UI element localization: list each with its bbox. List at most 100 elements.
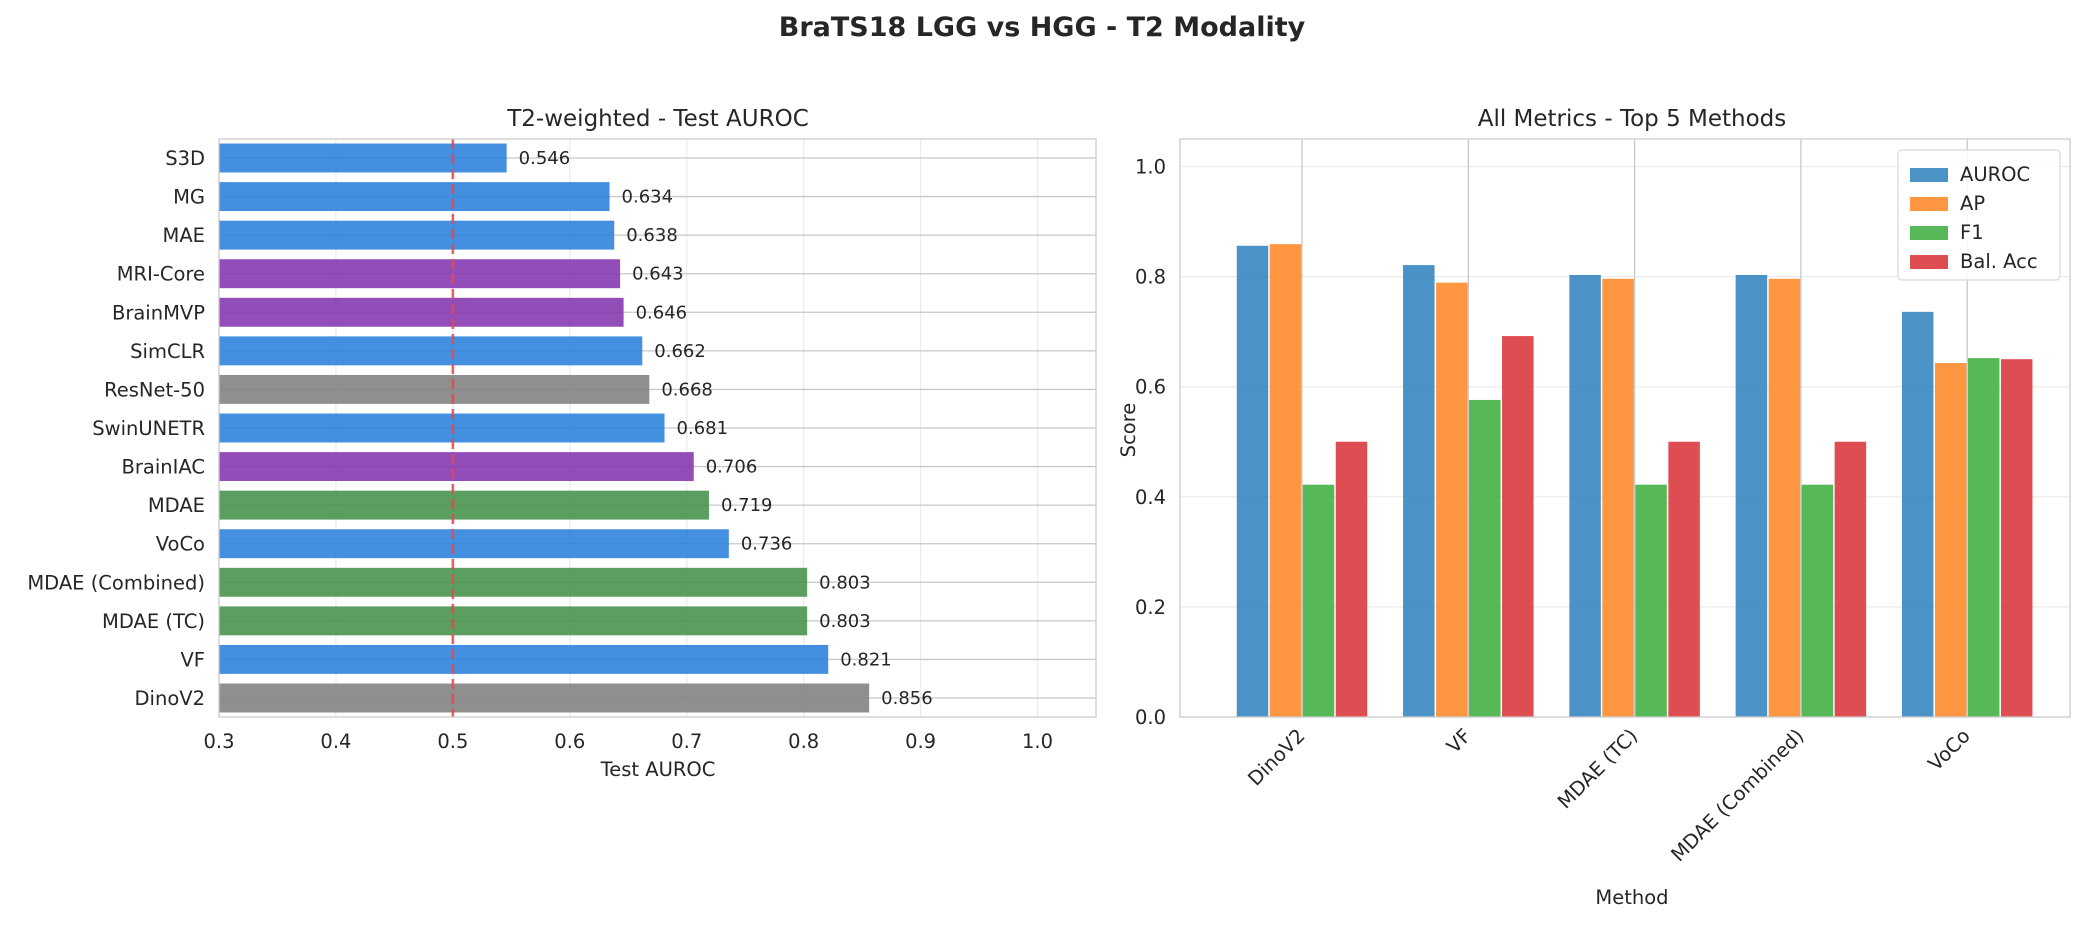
x-tick-label: 0.7 <box>671 730 702 753</box>
left-panel: T2-weighted - Test AUROC 0.856 0.821 0.803… <box>27 106 1097 781</box>
bar-value-label: 0.803 <box>819 611 871 632</box>
right-y-tick-labels: 0.0 0.2 0.4 0.6 0.8 1.0 <box>1135 156 1166 729</box>
left-axes-frame <box>218 138 1097 718</box>
bar-brainmvp <box>219 297 624 327</box>
figure-title: BraTS18 LGG vs HGG - T2 Modality <box>779 12 1306 43</box>
y-tick-label: ResNet-50 <box>104 378 205 401</box>
bar-value-label: 0.546 <box>519 148 571 169</box>
bar-value-label: 0.719 <box>721 495 773 516</box>
bar-value-label: 0.646 <box>636 302 688 323</box>
bar-bal-acc-vf <box>1502 336 1534 717</box>
x-tick-label: DinoV2 <box>1243 724 1309 790</box>
legend-label: AUROC <box>1960 163 2030 186</box>
bar-auroc-vf <box>1403 265 1435 717</box>
legend-swatch <box>1910 226 1948 240</box>
y-tick-label: VF <box>180 648 205 671</box>
y-tick-label: 0.4 <box>1135 486 1166 509</box>
left-panel-title: T2-weighted - Test AUROC <box>506 106 809 132</box>
bar-auroc-mdae-tc- <box>1569 274 1601 717</box>
y-tick-label: SwinUNETR <box>92 417 205 440</box>
right-bars <box>1236 244 2033 718</box>
bar-auroc-mdae-combined- <box>1735 274 1768 717</box>
y-tick-label: MRI-Core <box>117 263 205 286</box>
left-y-tick-labels: DinoV2 VF MDAE (TC) MDAE (Combined) VoCo MDAE… <box>27 147 205 710</box>
legend-swatch <box>1910 255 1948 269</box>
bar-value-label: 0.803 <box>819 572 871 593</box>
right-panel-title: All Metrics - Top 5 Methods <box>1478 106 1787 132</box>
x-tick-label: 0.4 <box>320 730 351 753</box>
y-tick-label: 0.2 <box>1135 596 1166 619</box>
bar-swinunetr <box>219 413 665 443</box>
bar-mdae <box>219 490 709 520</box>
bar-value-label: 0.681 <box>677 418 729 439</box>
x-tick-label: 0.5 <box>437 730 468 753</box>
x-tick-label: MDAE (TC) <box>1553 724 1642 813</box>
y-tick-label: VoCo <box>156 533 205 556</box>
legend: AUROC AP F1 Bal. Acc <box>1897 149 2061 281</box>
bar-voco <box>219 529 729 559</box>
y-tick-label: MDAE <box>148 494 205 517</box>
bar-dinov2 <box>219 683 870 713</box>
bar-value-label: 0.668 <box>661 379 713 400</box>
bar-ap-mdae-combined- <box>1768 278 1801 717</box>
y-tick-label: S3D <box>165 147 205 170</box>
y-tick-label: BrainIAC <box>122 456 205 479</box>
y-tick-label: MDAE (Combined) <box>27 571 205 594</box>
bar-mdae-combined- <box>219 567 808 597</box>
legend-label: Bal. Acc <box>1960 250 2038 273</box>
bar-ap-mdae-tc- <box>1602 278 1634 717</box>
y-tick-label: 0.6 <box>1135 376 1166 399</box>
bar-bal-acc-dinov2 <box>1335 441 1368 717</box>
bar-value-label: 0.662 <box>654 341 706 362</box>
bar-ap-vf <box>1436 282 1468 717</box>
bar-f1-vf <box>1469 399 1501 717</box>
y-tick-label: MDAE (TC) <box>102 610 205 633</box>
bar-s3d <box>219 143 507 173</box>
x-tick-label: 0.8 <box>788 730 819 753</box>
bar-vf <box>219 644 829 674</box>
legend-label: AP <box>1960 192 1985 215</box>
legend-box <box>1897 149 2061 281</box>
bar-resnet-50 <box>219 374 650 404</box>
bar-mg <box>219 182 610 212</box>
x-tick-label: 0.9 <box>905 730 936 753</box>
right-x-axis-label: Method <box>1595 886 1668 909</box>
left-x-tick-labels: 0.3 0.4 0.5 0.6 0.7 0.8 0.9 1.0 <box>203 730 1053 753</box>
bar-f1-mdae-tc- <box>1635 484 1667 717</box>
x-tick-label: VoCo <box>1924 724 1975 775</box>
right-y-axis-label: Score <box>1117 403 1140 458</box>
bar-mae <box>219 220 615 250</box>
bar-value-label: 0.821 <box>840 649 892 670</box>
y-tick-label: MAE <box>163 224 206 247</box>
left-bars <box>219 143 870 713</box>
x-tick-label: 0.3 <box>203 730 234 753</box>
bar-bal-acc-voco <box>2000 359 2033 717</box>
bar-value-label: 0.634 <box>622 187 674 208</box>
right-panel: All Metrics - Top 5 Methods 0.0 0.2 0.4 0.6… <box>1117 106 2071 909</box>
bar-f1-mdae-combined- <box>1801 484 1834 717</box>
bar-ap-dinov2 <box>1269 244 1302 718</box>
bar-value-label: 0.706 <box>706 457 758 478</box>
bar-simclr <box>219 336 643 366</box>
left-value-labels: 0.856 0.821 0.803 0.803 0.736 0.719 0.706 0.681… <box>519 148 933 709</box>
y-tick-label: DinoV2 <box>135 687 205 710</box>
y-tick-label: BrainMVP <box>112 301 205 324</box>
bar-bal-acc-mdae-combined- <box>1834 441 1867 717</box>
bar-value-label: 0.638 <box>626 225 678 246</box>
y-tick-label: MG <box>173 186 205 209</box>
y-tick-label: 0.0 <box>1135 706 1166 729</box>
x-tick-label: 1.0 <box>1022 730 1053 753</box>
bar-value-label: 0.736 <box>741 534 793 555</box>
right-axes-frame <box>1179 138 2071 718</box>
bar-value-label: 0.856 <box>881 688 933 709</box>
left-x-axis-label: Test AUROC <box>600 758 716 781</box>
bar-ap-voco <box>1934 363 1967 717</box>
bar-brainiac <box>219 452 694 482</box>
bar-bal-acc-mdae-tc- <box>1668 441 1700 717</box>
bar-value-label: 0.643 <box>632 264 684 285</box>
bar-mdae-tc- <box>219 606 808 636</box>
bar-auroc-voco <box>1901 311 1934 717</box>
legend-swatch <box>1910 197 1948 211</box>
legend-swatch <box>1910 168 1948 182</box>
right-x-tick-labels: DinoV2 VF MDAE (TC) MDAE (Combined) VoCo <box>1243 724 1974 866</box>
